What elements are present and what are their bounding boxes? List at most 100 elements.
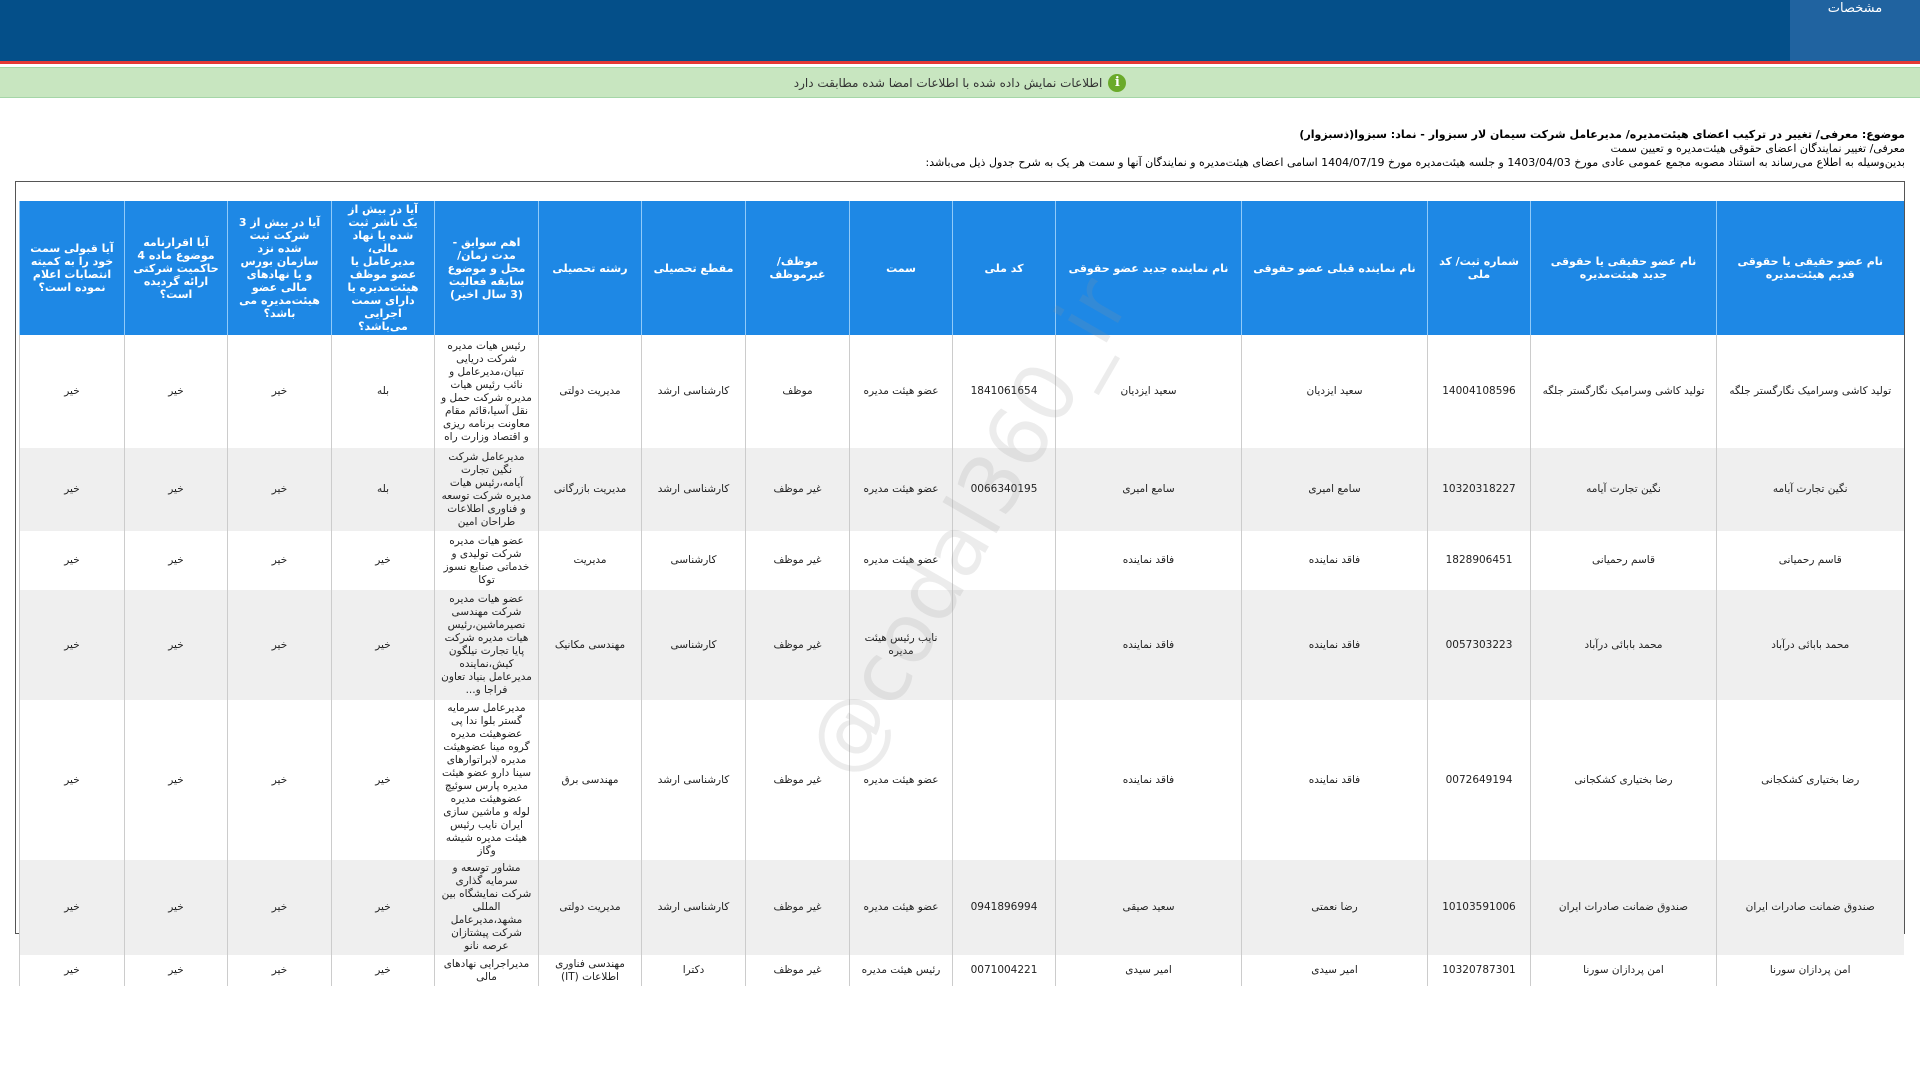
table-cell: کارشناسی ارشد: [641, 448, 746, 531]
subject: موضوع: معرفی/ تغییر در ترکیب اعضای هیئت‌…: [15, 128, 1906, 170]
table-cell: 0941896994: [952, 860, 1056, 955]
table-cell: فاقد نماینده: [1055, 590, 1242, 700]
table-cell: قاسم رحمیانی: [1716, 531, 1904, 590]
table-cell: نگین تجارت آیامه: [1530, 448, 1717, 531]
column-header: آیا اقرارنامه موضوع ماده 4 حاکمیت شرکتی …: [124, 201, 228, 335]
subject-title: موضوع: معرفی/ تغییر در ترکیب اعضای هیئت‌…: [1299, 128, 1905, 141]
table-cell: 0057303223: [1427, 590, 1531, 700]
table-cell: خیر: [19, 335, 125, 448]
table-cell: خیر: [227, 955, 332, 986]
table-cell: محمد بابائی درآباد: [1530, 590, 1717, 700]
table-cell: عضو هیئت مدیره: [849, 531, 953, 590]
table-cell: مدیریت دولتی: [538, 860, 642, 955]
table-row: امن پردازان سورنا امن پردازان سورنا 103207…: [19, 955, 1904, 986]
column-header: کد ملی: [952, 201, 1056, 335]
table-cell: کارشناسی ارشد: [641, 860, 746, 955]
table-cell: مشاور توسعه و سرمایه گذاری شرکت نمایشگاه…: [434, 860, 539, 955]
table-cell: غیر موظف: [745, 860, 850, 955]
table-cell: [952, 531, 1056, 590]
table-cell: فاقد نماینده: [1241, 531, 1428, 590]
table-row: محمد بابائی درآباد محمد بابائی درآباد 0057…: [19, 590, 1904, 700]
table-cell: خیر: [227, 700, 332, 860]
table-cell: خیر: [19, 700, 125, 860]
table-cell: 10103591006: [1427, 860, 1531, 955]
notice-bar: i اطلاعات نمایش داده شده با اطلاعات امضا …: [0, 67, 1920, 98]
table-row: قاسم رحمیانی قاسم رحمیانی 1828906451 فاقد ن…: [19, 531, 1904, 590]
table-cell: بله: [331, 335, 435, 448]
table-cell: امن پردازان سورنا: [1530, 955, 1717, 986]
table-cell: سعید ایزدیان: [1055, 335, 1242, 448]
table-cell: مدیریت دولتی: [538, 335, 642, 448]
table-cell: سامع امیری: [1241, 448, 1428, 531]
table-cell: رئیس هیات مدیره شرکت دریایی تبیان،مدیرعا…: [434, 335, 539, 448]
table-row: رضا بختیاری کشکجانی رضا بختیاری کشکجانی 00…: [19, 700, 1904, 860]
table-cell: رئیس هیئت مدیره: [849, 955, 953, 986]
table-cell: خیر: [124, 531, 228, 590]
table-cell: عضو هیئت مدیره: [849, 860, 953, 955]
table-cell: کارشناسی: [641, 531, 746, 590]
header-row: نام عضو حقیقی یا حقوقی قدیم هیئت‌مدیره نا…: [19, 201, 1904, 335]
table-cell: تولید کاشی وسرامیک نگارگستر جلگه: [1716, 335, 1904, 448]
column-header: نام عضو حقیقی یا حقوقی قدیم هیئت‌مدیره: [1716, 201, 1904, 335]
column-header: آیا در بیش از یک ناشر ثبت شده یا نهاد ما…: [331, 201, 435, 335]
table-row: نگین تجارت آیامه نگین تجارت آیامه 10320318…: [19, 448, 1904, 531]
table-cell: صندوق ضمانت صادرات ایران: [1716, 860, 1904, 955]
column-header: اهم سوابق - مدت زمان/ محل و موضوع سابقه …: [434, 201, 539, 335]
table-cell: 1828906451: [1427, 531, 1531, 590]
table-row: تولید کاشی وسرامیک نگارگستر جلگه تولید کا…: [19, 335, 1904, 448]
table-cell: بله: [331, 448, 435, 531]
board-table: نام عضو حقیقی یا حقوقی قدیم هیئت‌مدیره نا…: [19, 201, 1904, 986]
table-cell: غیر موظف: [745, 590, 850, 700]
column-header: آیا در بیش از 3 شرکت ثبت شده نزد سازمان …: [227, 201, 332, 335]
top-bar: [0, 0, 1920, 61]
table-cell: خیر: [331, 590, 435, 700]
table-cell: تولید کاشی وسرامیک نگارگستر جلگه: [1530, 335, 1717, 448]
table-cell: خیر: [227, 335, 332, 448]
table-cell: مدیرعامل سرمایه گستر بلوا ندا پی عضوهیئت…: [434, 700, 539, 860]
table-cell: فاقد نماینده: [1241, 590, 1428, 700]
table-cell: 14004108596: [1427, 335, 1531, 448]
table-cell: 1841061654: [952, 335, 1056, 448]
tab[interactable]: مشخصات: [1790, 0, 1920, 61]
table-cell: خیر: [19, 955, 125, 986]
table-cell: دکترا: [641, 955, 746, 986]
table-cell: قاسم رحمیانی: [1530, 531, 1717, 590]
table-cell: خیر: [331, 531, 435, 590]
table-cell: خیر: [19, 448, 125, 531]
table-cell: خیر: [124, 448, 228, 531]
table-cell: امیر سیدی: [1241, 955, 1428, 986]
table-cell: خیر: [227, 590, 332, 700]
table-cell: 0066340195: [952, 448, 1056, 531]
table-cell: خیر: [227, 531, 332, 590]
column-header: موظف/ غیرموظف: [745, 201, 850, 335]
table-cell: فاقد نماینده: [1241, 700, 1428, 860]
table-cell: عضو هیئت مدیره: [849, 448, 953, 531]
table-cell: 0071004221: [952, 955, 1056, 986]
table-cell: 0072649194: [1427, 700, 1531, 860]
info-icon: i: [1108, 73, 1127, 92]
column-header: نام نماینده جدید عضو حقوقی: [1055, 201, 1242, 335]
table-cell: 10320787301: [1427, 955, 1531, 986]
table-cell: نایب رئیس هیئت مدیره: [849, 590, 953, 700]
table-cell: [952, 590, 1056, 700]
table-cell: نگین تجارت آیامه: [1716, 448, 1904, 531]
table-cell: مهندسی فناوری اطلاعات (IT): [538, 955, 642, 986]
column-header: نام عضو حقیقی یا حقوقی جدید هیئت‌مدیره: [1530, 201, 1717, 335]
table-cell: غیر موظف: [745, 448, 850, 531]
table-cell: امیر سیدی: [1055, 955, 1242, 986]
table-cell: سامع امیری: [1055, 448, 1242, 531]
table-cell: مهندسی برق: [538, 700, 642, 860]
column-header: مقطع تحصیلی: [641, 201, 746, 335]
table-cell: غیر موظف: [745, 531, 850, 590]
table-cell: صندوق ضمانت صادرات ایران: [1530, 860, 1717, 955]
table-cell: مدیریت بازرگانی: [538, 448, 642, 531]
accent-line: [0, 61, 1920, 64]
table-cell: عضو هیات مدیره شرکت مهندسی نصیرماشین،رئی…: [434, 590, 539, 700]
table-cell: امن پردازان سورنا: [1716, 955, 1904, 986]
subject-subtitle: معرفی/ تغییر نمایندگان اعضای حقوقی هیئت‌…: [1610, 142, 1905, 155]
table-cell: مدیرعامل شرکت نگین تجارت آیامه،رئیس هیات…: [434, 448, 539, 531]
column-header: رشته تحصیلی: [538, 201, 642, 335]
table-cell: کارشناسی: [641, 590, 746, 700]
